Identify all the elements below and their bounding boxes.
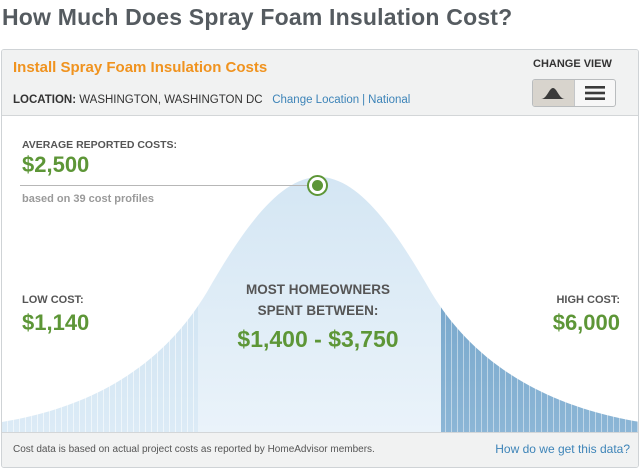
high-cost-value: $6,000 — [552, 310, 620, 335]
page-title: How Much Does Spray Foam Insulation Cost… — [2, 4, 513, 30]
typical-range-value: $1,400 - $3,750 — [237, 326, 399, 352]
average-cost-label: AVERAGE REPORTED COSTS: — [22, 139, 177, 151]
view-toggle — [532, 79, 616, 107]
average-cost-value: $2,500 — [22, 152, 90, 177]
bell-curve-view-icon — [541, 88, 566, 99]
cost-distribution-curve — [2, 177, 638, 433]
change-location-link[interactable]: Change Location — [272, 94, 360, 106]
cost-card: Install Spray Foam Insulation Costs LOCA… — [1, 49, 639, 468]
change-view-label: CHANGE VIEW — [533, 58, 612, 70]
list-view-icon — [584, 86, 605, 100]
bell-curve-view-button[interactable] — [533, 80, 574, 106]
card-footer: Cost data is based on actual project cos… — [2, 432, 638, 467]
typical-range-heading-2: SPENT BETWEEN: — [257, 303, 379, 318]
high-cost-label: HIGH COST: — [556, 294, 620, 306]
list-view-button[interactable] — [573, 80, 615, 106]
national-link[interactable]: National — [368, 94, 411, 106]
average-marker-icon — [307, 175, 328, 196]
low-cost-value: $1,140 — [22, 310, 90, 335]
location-value: WASHINGTON, WASHINGTON DC — [79, 94, 263, 106]
footer-note: Cost data is based on actual project cos… — [13, 444, 375, 455]
data-source-link[interactable]: How do we get this data? — [495, 442, 630, 456]
card-header: Install Spray Foam Insulation Costs LOCA… — [2, 50, 638, 116]
card-title: Install Spray Foam Insulation Costs — [13, 59, 268, 76]
typical-range-heading-1: MOST HOMEOWNERS — [246, 282, 390, 297]
link-separator: | — [362, 94, 366, 106]
location-label: LOCATION: — [13, 94, 77, 106]
low-cost-label: LOW COST: — [22, 294, 84, 306]
average-pointer-line — [20, 185, 316, 186]
cost-profiles-note: based on 39 cost profiles — [22, 193, 155, 205]
location-line: LOCATION: WASHINGTON, WASHINGTON DC Chan… — [13, 94, 410, 106]
typical-range-block: MOST HOMEOWNERS SPENT BETWEEN: $1,400 - … — [196, 279, 440, 353]
